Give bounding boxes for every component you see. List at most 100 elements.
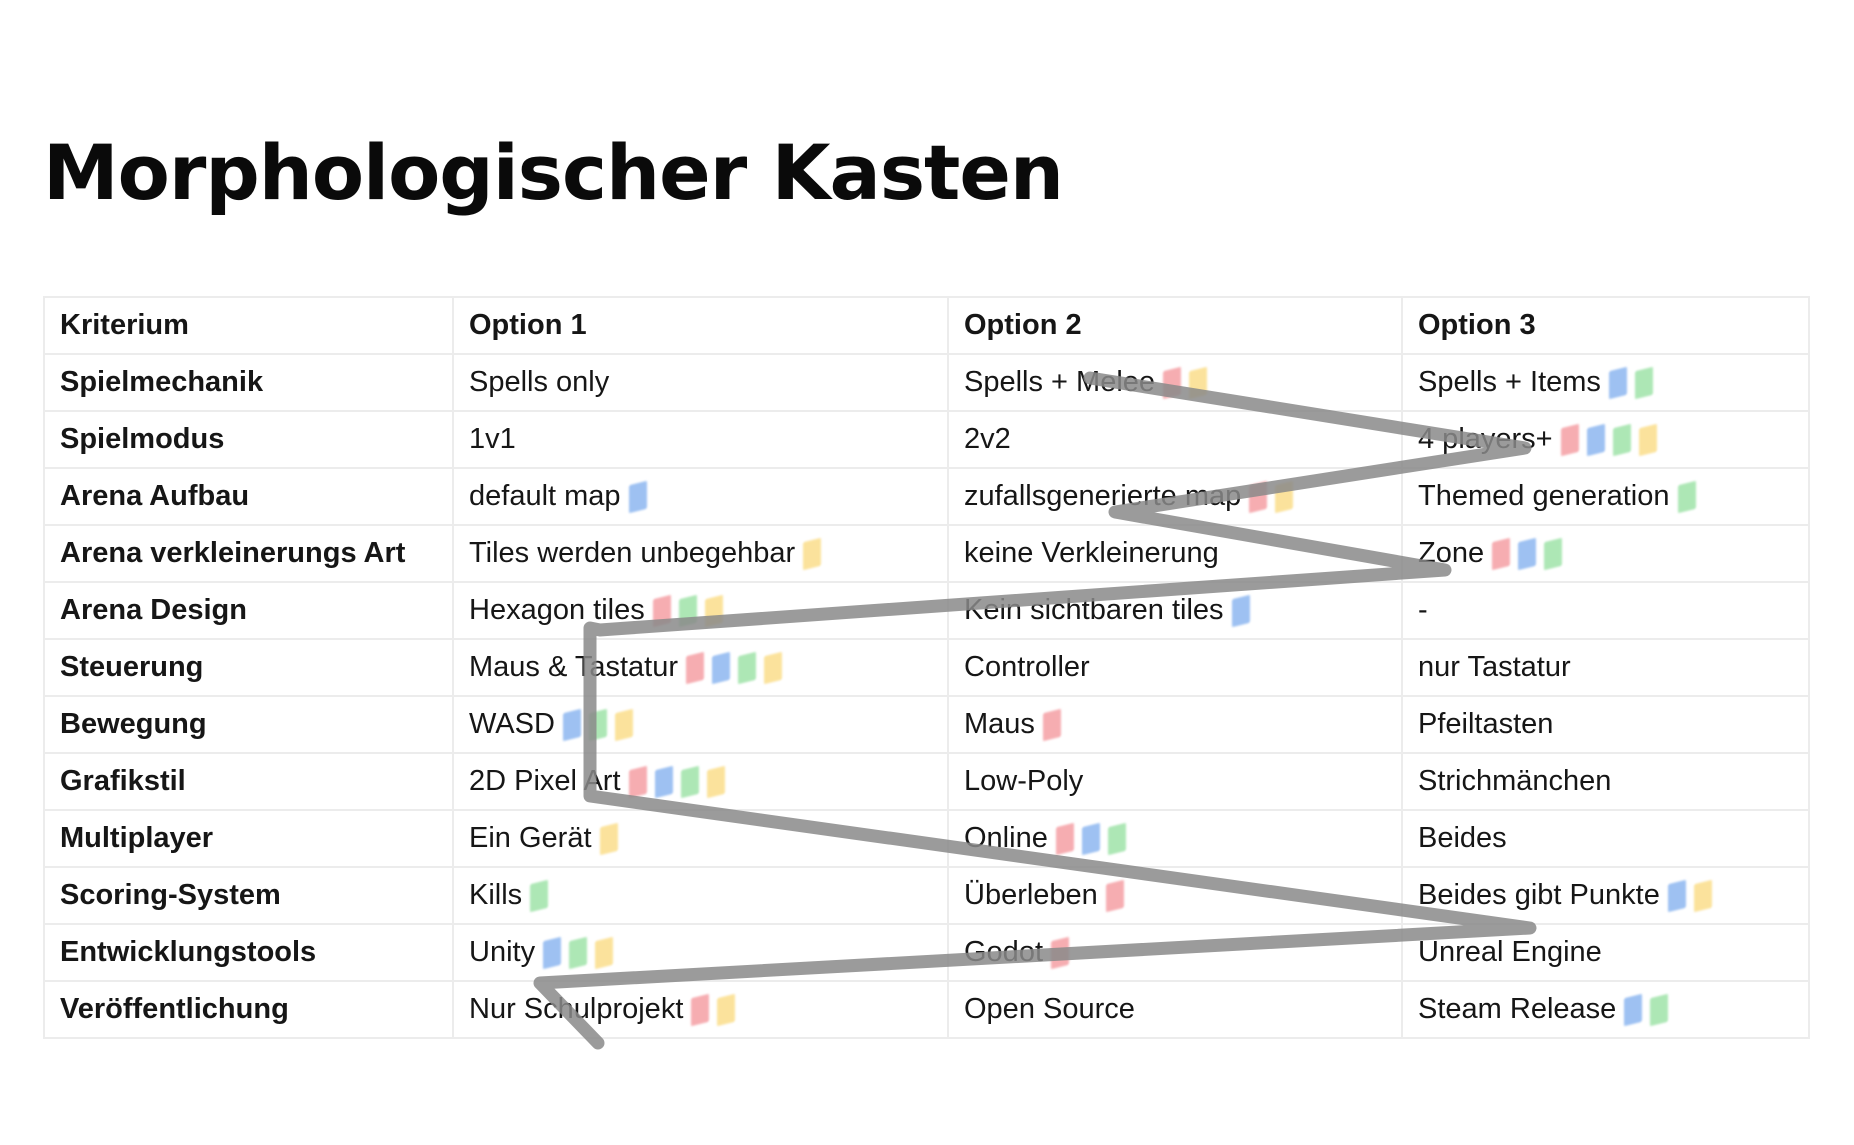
vote-marker-blue [1231,595,1250,628]
vote-marker-red [652,595,671,628]
vote-marker-red [1560,424,1579,457]
option-label: Kein sichtbaren tiles [964,594,1224,626]
criterion-cell: Arena verkleinerungs Art [43,524,454,583]
vote-marker-green [680,766,699,799]
option-cell[interactable]: Kills [452,866,949,925]
option-cell[interactable]: 2D Pixel Art [452,752,949,811]
option-cell[interactable]: keine Verkleinerung [947,524,1403,583]
option-cell[interactable]: nur Tastatur [1401,638,1810,697]
criterion-cell: Arena Design [43,581,454,640]
vote-marker-green [738,652,757,685]
option-label: Steam Release [1418,993,1617,1025]
option-label: 1v1 [469,423,516,455]
criterion-cell: Multiplayer [43,809,454,868]
vote-marker-red [1492,538,1511,571]
option-cell[interactable]: - [1401,581,1810,640]
vote-marker-yellow [614,709,633,742]
vote-marker-green [1544,538,1563,571]
option-cell[interactable]: 2v2 [947,410,1403,469]
vote-marker-red [1163,367,1182,400]
option-cell[interactable]: Themed generation [1401,467,1810,526]
vote-marker-yellow [1275,481,1294,514]
option-cell[interactable]: Unreal Engine [1401,923,1810,982]
option-cell[interactable]: default map [452,467,949,526]
option-cell[interactable]: Überleben [947,866,1403,925]
table-header-row: Kriterium Option 1 Option 2 Option 3 [43,296,1810,355]
vote-marker-blue [1608,367,1627,400]
option-label: Ein Gerät [469,822,592,854]
column-header-kriterium: Kriterium [43,296,454,355]
option-cell[interactable]: Godot [947,923,1403,982]
option-cell[interactable]: Beides gibt Punkte [1401,866,1810,925]
vote-marker-blue [1667,880,1686,913]
option-label: keine Verkleinerung [964,537,1219,569]
option-cell[interactable]: Steam Release [1401,980,1810,1039]
option-cell[interactable]: Low-Poly [947,752,1403,811]
vote-marker-green [1107,823,1126,856]
option-cell[interactable]: Nur Schulprojekt [452,980,949,1039]
vote-marker-green [1650,994,1669,1027]
option-label: Überleben [964,879,1098,911]
vote-marker-blue [1586,424,1605,457]
option-cell[interactable]: Ein Gerät [452,809,949,868]
vote-marker-green [588,709,607,742]
vote-marker-yellow [1693,880,1712,913]
option-cell[interactable]: zufallsgenerierte map [947,467,1403,526]
vote-marker-blue [1081,823,1100,856]
vote-marker-yellow [595,937,614,970]
option-label: - [1418,594,1428,626]
option-cell[interactable]: Hexagon tiles [452,581,949,640]
vote-marker-blue [562,709,581,742]
option-cell[interactable]: Spells + Melee [947,353,1403,412]
vote-marker-blue [712,652,731,685]
vote-marker-red [1055,823,1074,856]
column-header-option-3: Option 3 [1401,296,1810,355]
vote-marker-green [1634,367,1653,400]
option-cell[interactable]: 1v1 [452,410,949,469]
vote-marker-green [678,595,697,628]
column-header-option-2: Option 2 [947,296,1403,355]
option-cell[interactable]: Beides [1401,809,1810,868]
option-cell[interactable]: Spells only [452,353,949,412]
option-cell[interactable]: Tiles werden unbegehbar [452,524,949,583]
vote-marker-red [1042,709,1061,742]
option-cell[interactable]: Strichmänchen [1401,752,1810,811]
criterion-cell: Entwicklungstools [43,923,454,982]
vote-marker-red [628,766,647,799]
column-header-option-1: Option 1 [452,296,949,355]
option-label: Themed generation [1418,480,1670,512]
option-label: Spells + Items [1418,366,1601,398]
vote-marker-red [1105,880,1124,913]
option-cell[interactable]: Kein sichtbaren tiles [947,581,1403,640]
option-label: Unity [469,936,536,968]
option-cell[interactable]: Maus [947,695,1403,754]
table-row: Spielmechanik Spells only Spells + Melee Sp… [43,353,1810,412]
vote-marker-blue [1624,994,1643,1027]
option-cell[interactable]: 4 players+ [1401,410,1810,469]
option-label: Nur Schulprojekt [469,993,684,1025]
option-cell[interactable]: Online [947,809,1403,868]
option-cell[interactable]: Open Source [947,980,1403,1039]
option-label: WASD [469,708,555,740]
option-label: zufallsgenerierte map [964,480,1242,512]
vote-marker-red [691,994,710,1027]
option-cell[interactable]: Spells + Items [1401,353,1810,412]
vote-marker-yellow [1638,424,1657,457]
option-label: Tiles werden unbegehbar [469,537,796,569]
option-cell[interactable]: Zone [1401,524,1810,583]
option-label: 2v2 [964,423,1011,455]
option-cell[interactable]: Unity [452,923,949,982]
option-cell[interactable]: Maus & Tastatur [452,638,949,697]
vote-marker-yellow [717,994,736,1027]
vote-marker-green [1677,481,1696,514]
option-label: Hexagon tiles [469,594,645,626]
criterion-cell: Veröffentlichung [43,980,454,1039]
vote-marker-yellow [1189,367,1208,400]
criterion-cell: Spielmechanik [43,353,454,412]
option-cell[interactable]: Pfeiltasten [1401,695,1810,754]
option-label: Low-Poly [964,765,1084,797]
vote-marker-yellow [764,652,783,685]
option-label: 2D Pixel Art [469,765,621,797]
option-cell[interactable]: WASD [452,695,949,754]
option-cell[interactable]: Controller [947,638,1403,697]
